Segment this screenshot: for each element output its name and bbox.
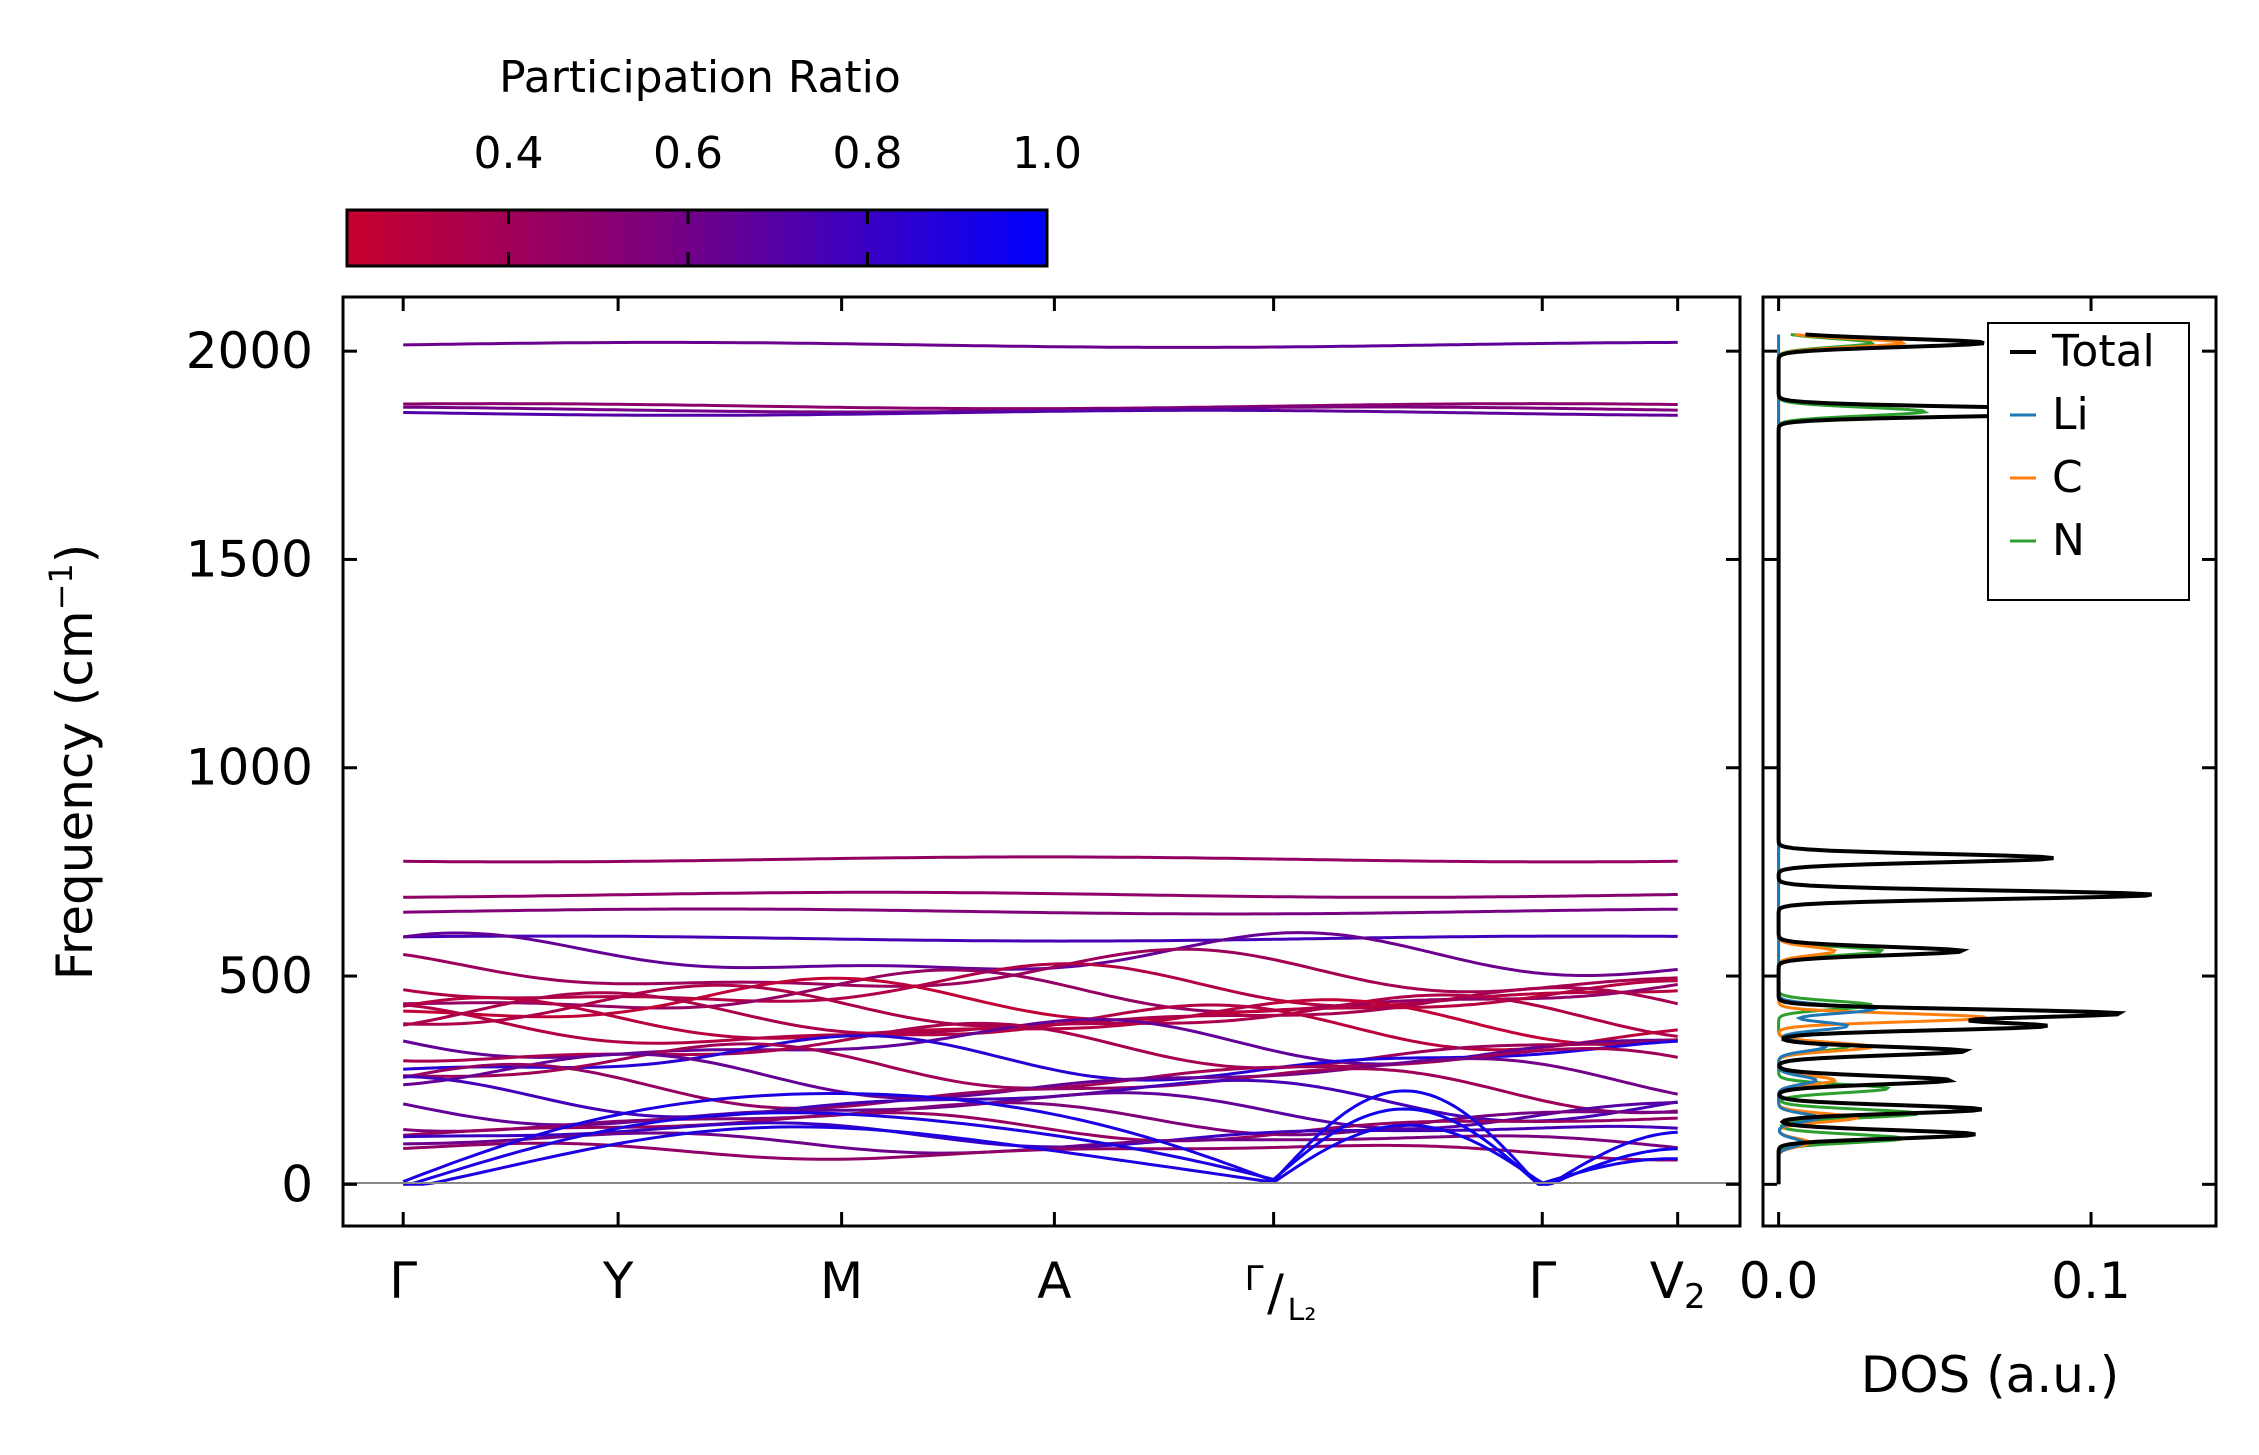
band-line xyxy=(403,890,1274,899)
y-tick-label: 500 xyxy=(218,947,313,1005)
band-line xyxy=(1273,409,1678,417)
band-line xyxy=(1273,1038,1678,1070)
band-line xyxy=(1273,1110,1678,1137)
band-line xyxy=(1272,1089,1678,1186)
band-line xyxy=(1273,1134,1678,1150)
band-line xyxy=(402,1092,1275,1184)
band-y-axis-label: Frequency (cm−1) xyxy=(42,544,104,981)
band-line xyxy=(403,1052,1274,1100)
y-tick-label: 1500 xyxy=(186,530,313,588)
colorbar-gradient xyxy=(345,208,1049,268)
y-tick-label: 1000 xyxy=(186,739,313,797)
x-tick-label: Γ xyxy=(389,1252,417,1310)
legend-frame xyxy=(1987,322,2190,601)
colorbar-ticks: 0.4 0.6 0.8 1.0 xyxy=(474,128,1082,266)
colorbar-tick-label: 1.0 xyxy=(1012,128,1082,179)
band-line xyxy=(403,907,1274,916)
band-line xyxy=(1273,402,1678,408)
legend-label: Total xyxy=(2051,326,2155,377)
x-tick-label: A xyxy=(1037,1252,1071,1310)
band-line xyxy=(403,1131,1274,1155)
band-y-ticks: 0 500 1000 1500 2000 xyxy=(186,322,1740,1213)
dos-x-tick-label: 0.1 xyxy=(2051,1252,2131,1310)
x-tick-label-bottom: L₂ xyxy=(1288,1293,1317,1328)
band-line xyxy=(1273,979,1678,1012)
band-line xyxy=(1273,931,1678,977)
band-line xyxy=(1273,340,1678,349)
band-line xyxy=(1273,993,1678,1038)
band-line xyxy=(1273,857,1678,864)
dos-curve-total xyxy=(1776,332,2162,1185)
ylabel-main: Frequency (cm xyxy=(46,610,104,980)
colorbar-tick-label: 0.6 xyxy=(653,128,723,179)
ylabel-close: ) xyxy=(46,544,104,564)
dos-panel: 0.0 0.1 DOS (a.u.) Total Li CN xyxy=(1739,295,2218,1404)
x-tick-label-base: V xyxy=(1650,1252,1684,1310)
x-tick-label: V2 xyxy=(1650,1252,1706,1317)
band-line xyxy=(403,934,1274,943)
band-line xyxy=(402,1017,1274,1059)
x-tick-label-sep: / xyxy=(1267,1264,1284,1322)
dos-curves xyxy=(1776,332,2162,1185)
x-tick-label-sub: 2 xyxy=(1684,1277,1706,1317)
dos-x-axis-label: DOS (a.u.) xyxy=(1861,1346,2120,1404)
band-line xyxy=(403,855,1274,864)
band-line xyxy=(403,408,1274,417)
colorbar: Participation Ratio 0.4 0.6 0.8 1.0 xyxy=(345,52,1082,268)
band-line xyxy=(1272,1107,1678,1186)
band-line xyxy=(403,1111,1274,1186)
legend-label: C xyxy=(2052,452,2083,503)
y-tick-label: 2000 xyxy=(186,322,313,380)
band-line xyxy=(1273,1080,1678,1123)
band-line xyxy=(1273,1008,1678,1052)
x-tick-label-top: Γ xyxy=(1245,1259,1264,1299)
band-line xyxy=(1273,958,1678,994)
legend-label: N xyxy=(2052,515,2085,566)
band-line xyxy=(403,931,1274,971)
colorbar-tick-label: 0.4 xyxy=(474,128,544,179)
dos-x-tick-label: 0.0 xyxy=(1739,1252,1819,1310)
dos-x-ticks: 0.0 0.1 xyxy=(1739,297,2131,1310)
band-line xyxy=(1273,934,1678,941)
band-line xyxy=(1273,1143,1678,1162)
band-line xyxy=(1273,405,1678,412)
x-tick-label: Y xyxy=(602,1252,634,1310)
band-line xyxy=(403,340,1274,349)
x-tick-label: Γ xyxy=(1528,1252,1556,1310)
band-line xyxy=(403,1125,1274,1186)
band-x-ticks: Γ Y M A Γ / L₂Γ V2 xyxy=(389,297,1706,1328)
band-line xyxy=(1272,1123,1678,1185)
ylabel-superscript: −1 xyxy=(42,563,80,610)
x-tick-label: M xyxy=(820,1252,863,1310)
band-line xyxy=(1273,907,1678,916)
band-line xyxy=(403,1075,1274,1119)
legend-items: Total Li CN xyxy=(2010,326,2155,566)
band-line xyxy=(403,983,1274,1028)
dos-y-ticks xyxy=(1763,349,2216,1186)
band-line xyxy=(1273,1124,1678,1134)
band-line xyxy=(403,1121,1274,1149)
colorbar-tick-label: 0.8 xyxy=(833,128,903,179)
y-tick-label: 0 xyxy=(281,1155,313,1213)
colorbar-label: Participation Ratio xyxy=(499,52,901,103)
band-lines xyxy=(402,340,1679,1186)
dos-plot-frame xyxy=(1761,295,2218,1228)
legend-label: Li xyxy=(2052,389,2089,440)
band-line xyxy=(402,1091,1274,1127)
band-line xyxy=(1273,893,1678,899)
band-line xyxy=(402,962,1274,1003)
dos-legend: Total Li CN xyxy=(1987,322,2190,601)
band-line xyxy=(1273,1101,1678,1131)
band-plot-frame xyxy=(341,295,1742,1228)
band-line xyxy=(403,1021,1274,1070)
